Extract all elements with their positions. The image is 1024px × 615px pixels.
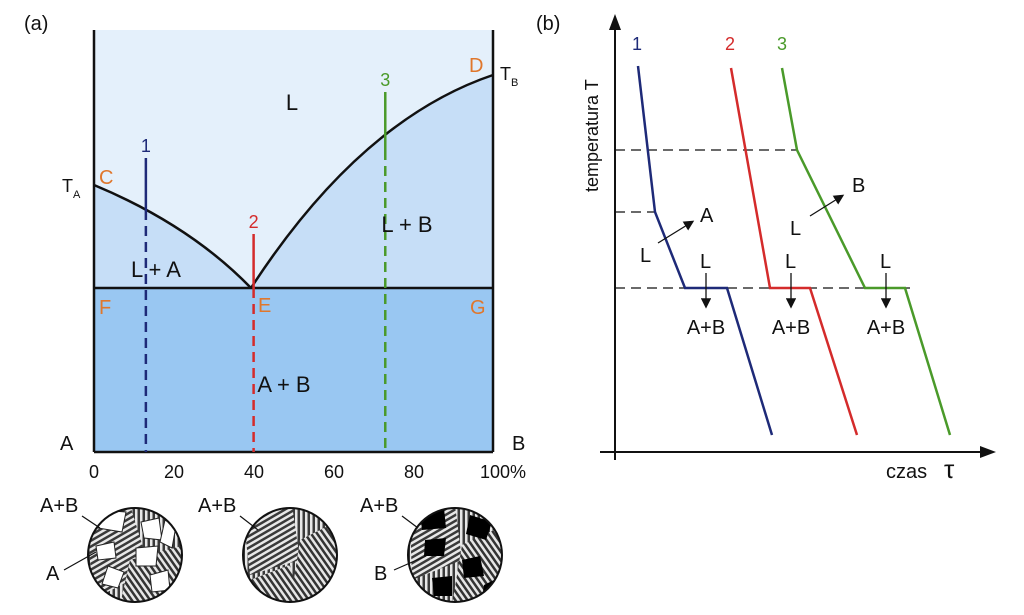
cooling-curve-2 <box>729 67 859 436</box>
microstructure-1: A+B A <box>40 495 183 603</box>
l-plus-b-region <box>251 75 493 288</box>
ann-l-to-a-a: A <box>700 205 714 227</box>
cooling-curve-3 <box>780 67 952 436</box>
point-d: D <box>469 55 483 77</box>
eutectic-annotation-3: L A+B <box>867 251 905 339</box>
cooling-curve-1 <box>636 65 774 436</box>
eut-2-ab: A+B <box>772 317 810 339</box>
x-tick-100: 100% <box>480 462 526 482</box>
temperature-axis-arrow <box>609 14 621 30</box>
micro-2-top-label: A+B <box>198 495 236 517</box>
y-axis-label: temperatura T <box>582 79 602 192</box>
point-f: F <box>99 297 111 319</box>
eut-1-ab: A+B <box>687 317 725 339</box>
alloy-1-label: 1 <box>141 136 151 156</box>
x-tick-80: 80 <box>404 462 424 482</box>
time-axis-arrow <box>980 446 996 458</box>
ann-l-to-b-l: L <box>790 218 801 240</box>
micro-3-top-label: A+B <box>360 495 398 517</box>
alloy-lines: 1 2 3 <box>141 70 390 452</box>
x-tick-40: 40 <box>244 462 264 482</box>
ann-l-to-b-b: B <box>852 175 865 197</box>
microstructure-3: A+B B <box>360 495 503 603</box>
alloy-2-label: 2 <box>249 212 259 232</box>
liquidus-ce <box>93 183 252 289</box>
phase-diagram <box>92 30 495 454</box>
curve-2-label: 2 <box>725 34 735 54</box>
l-plus-a-region <box>94 185 251 288</box>
curve-1-label: 1 <box>632 34 642 54</box>
ta-label: TA <box>62 176 81 201</box>
eutectic-annotation-1: L A+B <box>687 251 725 339</box>
x-tick-labels: 0 20 40 60 80 100% <box>89 462 526 482</box>
eut-3-l: L <box>880 251 891 273</box>
point-c: C <box>99 167 113 189</box>
micro-1-top-label: A+B <box>40 495 78 517</box>
point-e: E <box>258 295 271 317</box>
point-g: G <box>470 297 486 319</box>
solid-region <box>94 288 493 452</box>
eut-2-l: L <box>785 251 796 273</box>
component-a-label: A <box>60 433 74 455</box>
ann-l-to-a-arrow <box>657 220 695 244</box>
microstructure-2: A+B <box>198 495 338 603</box>
x-tick-20: 20 <box>164 462 184 482</box>
x-axis-symbol: τ <box>944 454 955 484</box>
panel-b-label: (b) <box>536 13 560 35</box>
ann-l-to-b-arrow <box>809 194 845 217</box>
cooling-axes <box>600 14 996 460</box>
curve-3-label: 3 <box>777 34 787 54</box>
region-l-plus-a-label: L + A <box>131 257 181 282</box>
eut-3-ab: A+B <box>867 317 905 339</box>
eut-1-l: L <box>700 251 711 273</box>
ann-l-to-a-l: L <box>640 245 651 267</box>
tb-label: TB <box>500 64 518 89</box>
liquidus-ed <box>249 73 494 289</box>
region-solid-label: A + B <box>257 372 310 397</box>
eutectic-annotation-2: L A+B <box>772 251 810 339</box>
x-axis-label: czas <box>886 461 927 483</box>
component-b-label: B <box>512 433 525 455</box>
alloy-3-label: 3 <box>380 70 390 90</box>
micro-3-side-label: B <box>374 563 387 585</box>
panel-a-label: (a) <box>24 13 48 35</box>
region-liquid-label: L <box>286 90 298 115</box>
x-tick-60: 60 <box>324 462 344 482</box>
x-tick-0: 0 <box>89 462 99 482</box>
region-l-plus-b-label: L + B <box>381 212 432 237</box>
micro-1-side-label: A <box>46 563 60 585</box>
